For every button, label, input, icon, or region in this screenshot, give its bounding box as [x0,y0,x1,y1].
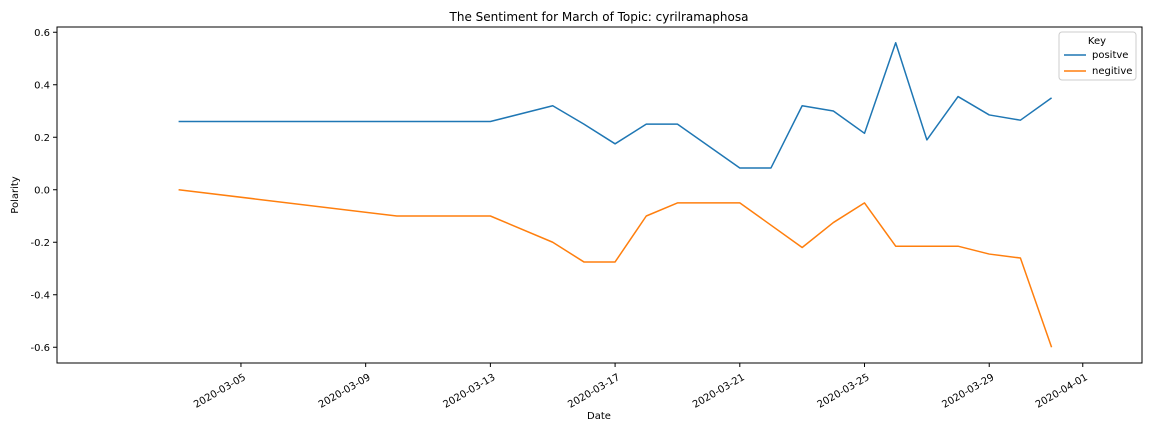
chart-title: The Sentiment for March of Topic: cyrilr… [449,10,749,24]
series-line-negitive [178,189,1053,348]
y-tick-label: 0.6 [34,28,50,39]
legend-label-positive: positve [1092,50,1128,61]
legend-box [1058,31,1137,81]
y-tick-label: 0.4 [34,80,50,91]
y-axis: -0.6 -0.4 -0.2 0.0 0.2 0.4 0.6 [30,28,57,354]
plot-area [178,42,1053,348]
plot-frame [56,26,1143,364]
y-tick-label: -0.2 [30,238,50,249]
series-line-positve [178,42,1053,169]
y-tick-label: 0.2 [34,133,50,144]
y-axis-title: Polarity [10,176,21,214]
x-axis-title: Date [587,411,611,422]
y-tick-label: 0.0 [34,185,50,196]
legend: Key positve negitive [1058,31,1137,81]
legend-label-negative: negitive [1092,66,1132,77]
y-tick-label: -0.4 [30,290,50,301]
legend-title: Key [1088,36,1106,47]
y-tick-label: -0.6 [30,343,50,354]
